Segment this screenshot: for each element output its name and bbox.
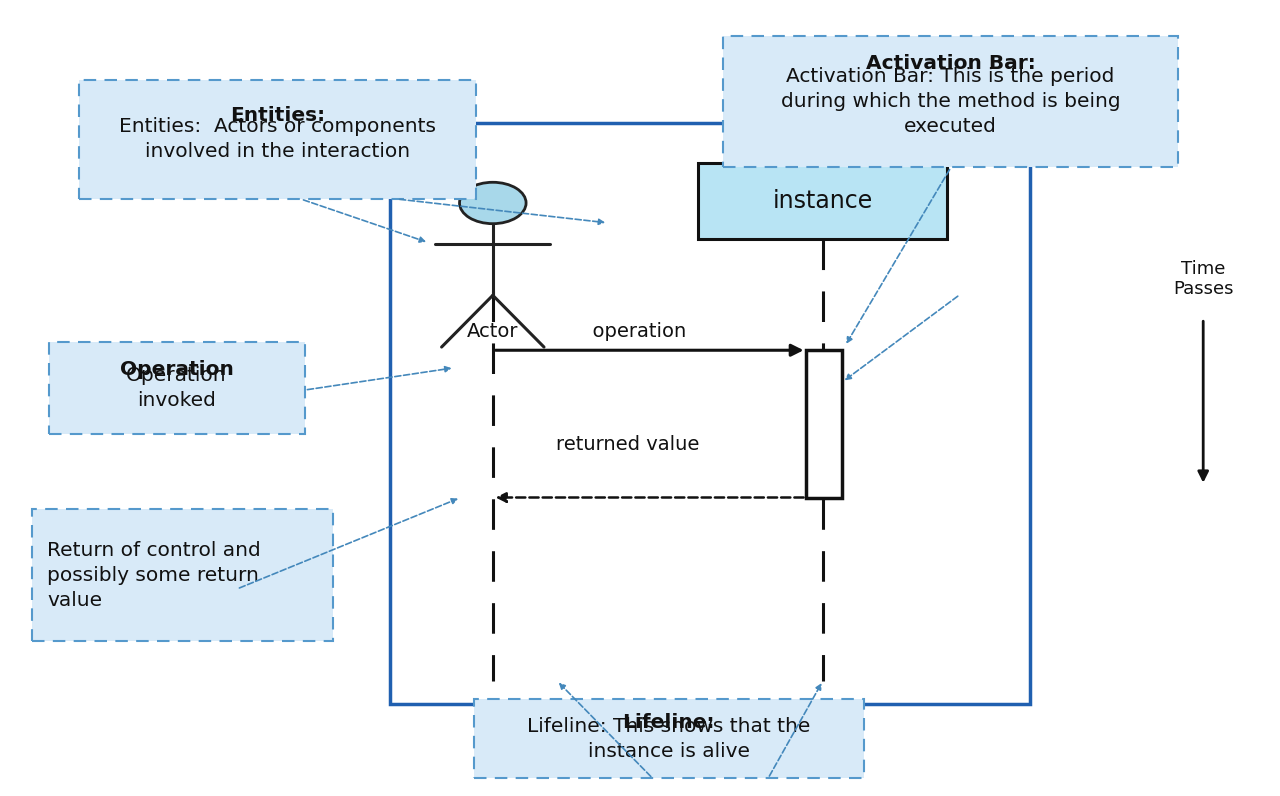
Text: Operation: Operation [120, 361, 233, 379]
FancyBboxPatch shape [723, 36, 1178, 167]
Bar [698, 163, 947, 239]
Text: Return of control and
possibly some return
value: Return of control and possibly some retu… [47, 540, 261, 610]
Text: Actor: Actor [467, 322, 518, 341]
Bar [390, 123, 1030, 704]
Circle shape [460, 182, 526, 224]
FancyBboxPatch shape [32, 509, 333, 641]
Text: Activation Bar:: Activation Bar: [865, 54, 1036, 73]
FancyBboxPatch shape [474, 699, 864, 778]
Text: Time
Passes: Time Passes [1172, 259, 1234, 298]
Text: Activation Bar: This is the period
during which the method is being
executed: Activation Bar: This is the period durin… [781, 67, 1120, 136]
Text: Lifeline: This shows that the
instance is alive: Lifeline: This shows that the instance i… [527, 716, 810, 761]
Text: instance: instance [772, 189, 873, 213]
FancyBboxPatch shape [49, 342, 305, 434]
Bar [806, 350, 842, 498]
FancyBboxPatch shape [79, 80, 476, 199]
Text: operation: operation [580, 322, 687, 341]
Text: returned value: returned value [556, 435, 712, 454]
Text: Entities:  Actors or components
involved in the interaction: Entities: Actors or components involved … [119, 117, 436, 162]
Text: Lifeline:: Lifeline: [622, 713, 716, 732]
Text: Operation
invoked: Operation invoked [127, 366, 227, 410]
Text: Entities:: Entities: [230, 106, 325, 125]
